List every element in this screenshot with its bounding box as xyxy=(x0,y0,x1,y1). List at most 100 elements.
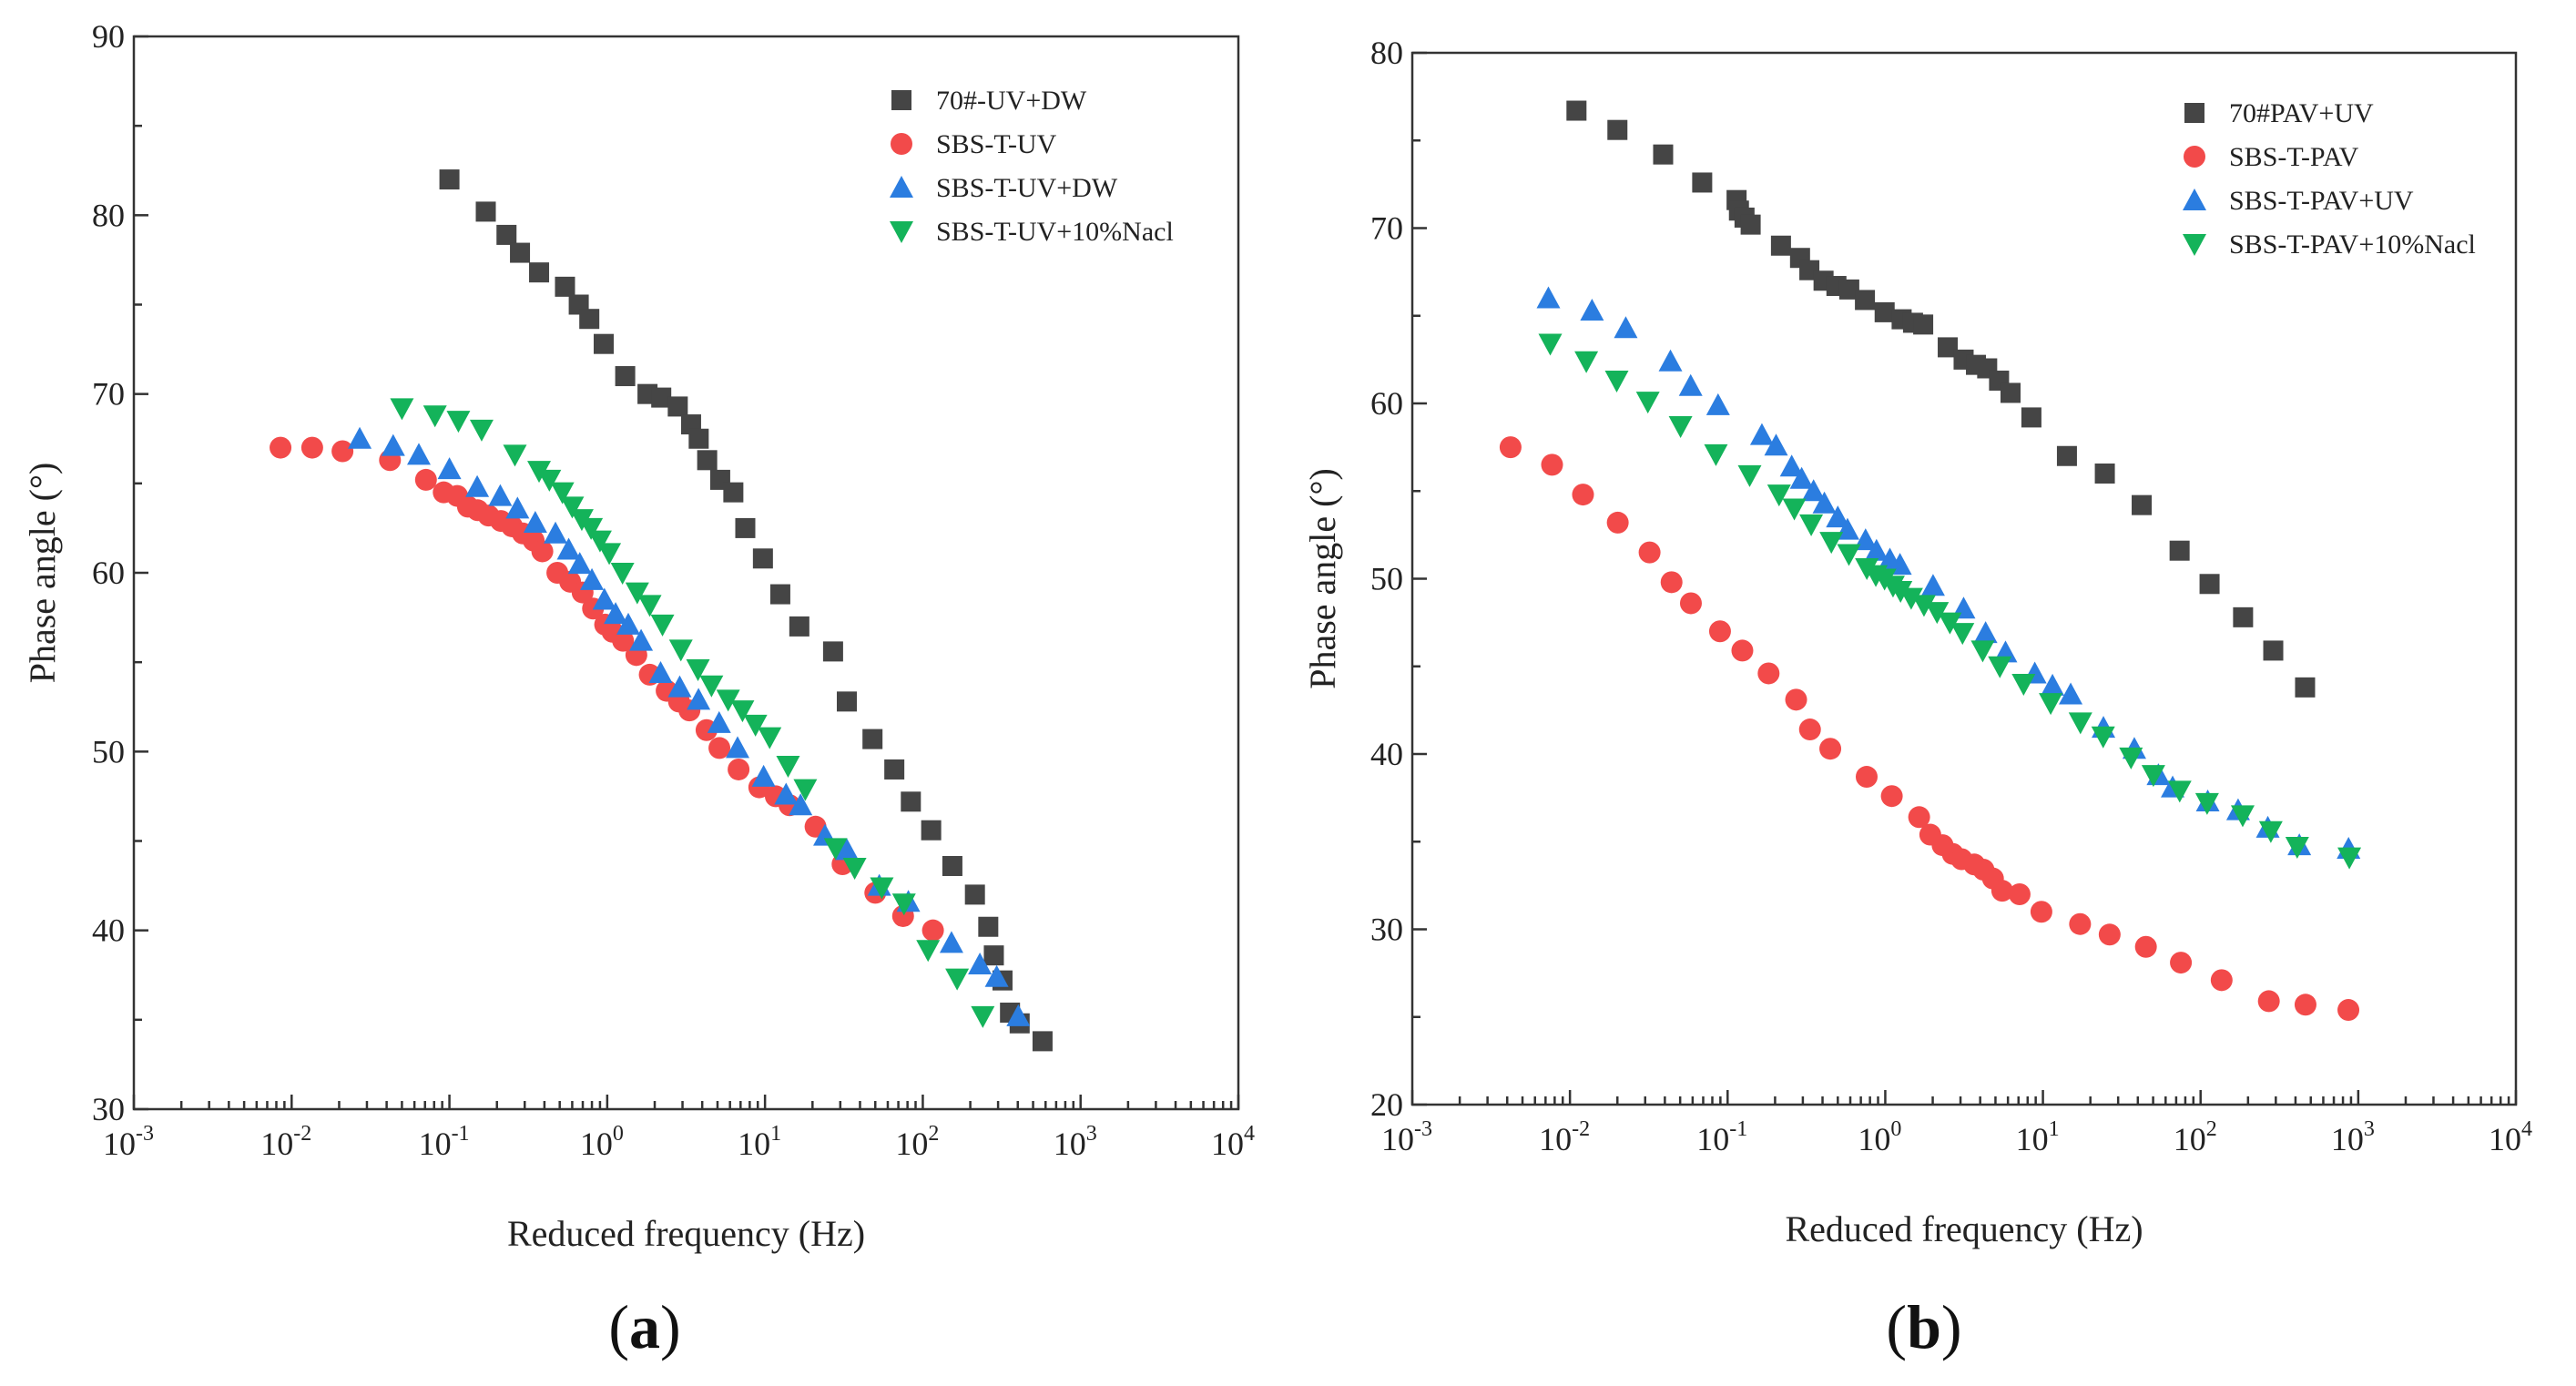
data-point xyxy=(648,660,673,683)
data-point xyxy=(945,968,970,991)
data-point xyxy=(381,433,405,456)
data-point xyxy=(870,877,894,900)
data-point xyxy=(978,916,999,937)
data-point xyxy=(823,838,848,861)
data-point xyxy=(1678,373,1703,396)
legend-label: SBS-T-PAV+10%Nacl xyxy=(2229,229,2476,260)
data-point xyxy=(752,548,773,569)
data-point xyxy=(1950,623,1975,646)
data-point xyxy=(1614,316,1638,339)
data-point xyxy=(423,405,447,428)
data-point xyxy=(650,614,675,637)
data-point xyxy=(1580,298,1604,321)
legend-label: SBS-T-UV xyxy=(936,129,1057,159)
data-point xyxy=(735,517,756,538)
data-point xyxy=(1973,621,1998,644)
data-point xyxy=(1705,392,1730,415)
data-point xyxy=(1638,541,1661,564)
data-point xyxy=(390,398,414,421)
data-point xyxy=(1604,370,1629,392)
data-point xyxy=(1782,498,1807,521)
y-tick-label: 70 xyxy=(92,376,125,413)
data-point xyxy=(1737,464,1762,487)
data-point xyxy=(793,779,818,801)
data-point xyxy=(1913,314,1934,335)
data-point xyxy=(1653,144,1674,165)
legend-marker xyxy=(2184,103,2204,123)
data-point xyxy=(475,201,496,222)
legend-marker xyxy=(2184,146,2205,168)
data-point xyxy=(567,552,592,575)
data-point xyxy=(1874,301,1895,322)
data-point xyxy=(1708,620,1731,643)
chart-panel-2: 20 30 40 50 60 70 80 10-3 10-2 10-1 100 101 102 103 10… xyxy=(1302,35,2532,1249)
data-point xyxy=(465,474,490,497)
data-point xyxy=(1911,595,1936,617)
data-point xyxy=(1704,443,1728,466)
data-point xyxy=(1538,333,1563,356)
data-point xyxy=(2132,494,2153,515)
data-point xyxy=(758,727,782,749)
x-tick-label: 104 xyxy=(1211,1122,1255,1162)
data-point xyxy=(699,675,724,698)
data-point xyxy=(1938,612,1962,635)
y-tick-label: 50 xyxy=(1370,561,1403,597)
data-point xyxy=(1668,416,1693,439)
legend-label: SBS-T-PAV xyxy=(2229,142,2359,172)
data-point xyxy=(2134,935,2157,958)
data-point xyxy=(1970,640,1995,663)
y-tick-label: 30 xyxy=(92,1091,125,1127)
data-point xyxy=(2068,712,2092,735)
data-point xyxy=(2056,445,2077,466)
series-4 xyxy=(1538,333,2362,870)
data-point xyxy=(2069,912,2092,935)
data-point xyxy=(728,758,750,780)
data-point xyxy=(560,496,585,519)
data-point xyxy=(1692,172,1713,193)
y-tick-label: 70 xyxy=(1370,210,1403,247)
data-point xyxy=(1536,286,1561,309)
data-point xyxy=(331,440,354,463)
data-point xyxy=(822,641,843,662)
data-point xyxy=(751,764,776,787)
data-point xyxy=(1899,587,1923,610)
data-point xyxy=(446,411,471,433)
x-tick-label: 10-3 xyxy=(103,1122,154,1162)
data-point xyxy=(579,309,600,330)
data-point xyxy=(901,791,921,812)
data-point xyxy=(2167,780,2192,803)
data-point xyxy=(1566,100,1587,121)
y-tick-label: 50 xyxy=(92,733,125,769)
data-point xyxy=(730,700,755,723)
legend-label: SBS-T-UV+DW xyxy=(936,173,1118,203)
data-point xyxy=(587,530,612,553)
data-point xyxy=(469,419,494,442)
data-point xyxy=(592,587,616,610)
data-point xyxy=(726,736,750,759)
data-point xyxy=(668,639,693,662)
x-tick-label: 100 xyxy=(1858,1117,1901,1157)
data-point xyxy=(1801,479,1826,502)
data-point xyxy=(789,793,813,816)
data-point xyxy=(505,496,530,519)
data-point xyxy=(1757,662,1780,685)
legend-label: 70#PAV+UV xyxy=(2229,98,2374,128)
data-point xyxy=(1855,290,1876,311)
data-point xyxy=(2258,820,2283,843)
data-point xyxy=(1740,214,1761,235)
y-tick-label: 30 xyxy=(1370,912,1403,948)
data-point xyxy=(1938,337,1959,358)
data-point xyxy=(1779,454,1804,477)
data-point xyxy=(555,276,575,297)
data-point xyxy=(2030,901,2052,923)
data-point xyxy=(2141,765,2165,788)
data-point xyxy=(1572,484,1594,506)
data-point xyxy=(2337,999,2360,1022)
data-point xyxy=(2098,923,2121,946)
legend-label: 70#-UV+DW xyxy=(936,86,1087,116)
data-point xyxy=(789,616,809,637)
data-point xyxy=(629,628,654,651)
x-tick-label: 10-1 xyxy=(1696,1117,1747,1157)
data-point xyxy=(1991,880,2013,902)
data-point xyxy=(637,595,662,617)
